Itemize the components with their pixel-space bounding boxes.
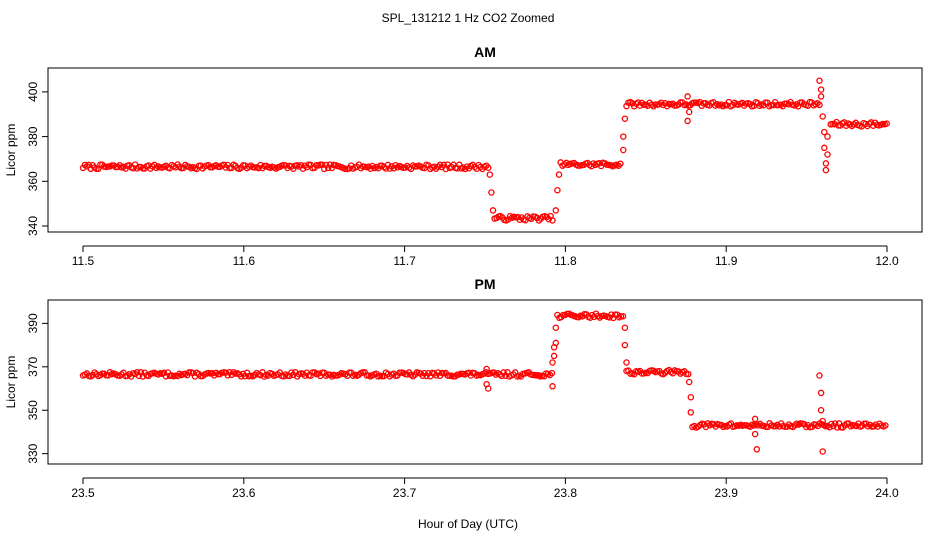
am-transition-point xyxy=(620,146,627,154)
pm-x-tick-label: 23.8 xyxy=(554,486,578,500)
pm-transition-point xyxy=(687,409,695,416)
am-transition-point xyxy=(821,144,828,152)
pm-data-point xyxy=(619,313,627,320)
pm-x-tick-label: 23.5 xyxy=(71,486,95,500)
am-plot-frame xyxy=(47,67,923,233)
am-transition-point xyxy=(822,166,830,174)
am-transition-point xyxy=(816,77,823,84)
pm-y-tick-label: 350 xyxy=(26,400,40,420)
am-y-tick-label: 400 xyxy=(26,82,40,102)
pm-y-tick-label: 390 xyxy=(26,313,40,333)
am-marks xyxy=(79,77,890,224)
pm-data-point xyxy=(685,370,692,378)
am-y-tick-label: 380 xyxy=(26,126,40,146)
pm-transition-point xyxy=(819,417,826,425)
pm-panel-title: PM xyxy=(475,276,496,292)
pm-panel: PM Licor ppm 23.5 23.6 23.7 23.8 23.9 24.0 330… xyxy=(4,276,923,500)
am-transition-point xyxy=(489,207,497,214)
pm-x-tick-label: 23.6 xyxy=(232,486,256,500)
pm-transition-point xyxy=(550,352,558,360)
am-transition-point xyxy=(555,171,563,178)
am-x-tick-label: 11.8 xyxy=(554,254,577,268)
pm-marks xyxy=(79,310,889,455)
am-data-point xyxy=(484,164,492,171)
pm-transition-point xyxy=(816,372,823,379)
am-data-point xyxy=(816,101,823,109)
am-transition-point xyxy=(552,207,560,214)
am-axes: 11.5 11.6 11.7 11.8 11.9 12.0 340 360 380 400 xyxy=(26,82,899,268)
am-transition-point xyxy=(488,189,495,196)
pm-transition-point xyxy=(483,365,490,373)
x-axis-title: Hour of Day (UTC) xyxy=(418,517,518,531)
am-x-tick-label: 11.5 xyxy=(72,254,95,268)
am-transition-point xyxy=(817,93,825,100)
am-x-tick-label: 12.0 xyxy=(875,254,899,268)
am-x-tick-label: 11.6 xyxy=(233,254,256,268)
am-transition-point xyxy=(554,186,561,194)
pm-transition-point xyxy=(552,339,560,347)
pm-transition-point xyxy=(819,448,826,455)
am-transition-point xyxy=(684,117,691,125)
am-transition-point xyxy=(821,128,828,136)
pm-data-point xyxy=(882,422,889,429)
pm-transition-point xyxy=(552,324,560,331)
pm-data-point xyxy=(185,369,193,376)
am-transition-point xyxy=(621,115,629,122)
pm-y-tick-label: 330 xyxy=(26,443,40,463)
pm-transition-point xyxy=(753,446,761,453)
pm-transition-point xyxy=(751,430,759,438)
am-transition-point xyxy=(817,86,825,93)
chart-main-title: SPL_131212 1 Hz CO2 Zoomed xyxy=(382,11,555,25)
am-transition-point xyxy=(824,151,831,158)
am-data-point xyxy=(108,162,116,169)
pm-transition-point xyxy=(817,406,825,414)
am-data-point xyxy=(652,101,659,108)
pm-transition-point xyxy=(685,378,693,386)
pm-transition-point xyxy=(817,389,825,397)
pm-data-point xyxy=(548,369,556,377)
pm-x-tick-label: 23.7 xyxy=(393,486,417,500)
pm-x-tick-label: 23.9 xyxy=(715,486,739,500)
pm-transition-point xyxy=(623,359,630,366)
pm-transition-point xyxy=(687,393,695,401)
am-panel: AM Licor ppm 11.5 11.6 11.7 11.8 11.9 12.0 340… xyxy=(4,44,923,268)
am-transition-point xyxy=(685,108,693,116)
pm-transition-point xyxy=(621,324,629,331)
am-data-point xyxy=(617,160,624,167)
pm-transition-point xyxy=(549,359,556,366)
pm-y-axis-title: Licor ppm xyxy=(4,356,18,409)
am-transition-point xyxy=(819,113,826,120)
pm-y-tick-label: 370 xyxy=(26,356,40,376)
am-y-axis-title: Licor ppm xyxy=(4,124,18,177)
pm-transition-point xyxy=(751,415,759,423)
am-panel-title: AM xyxy=(474,44,496,60)
am-x-tick-label: 11.7 xyxy=(393,254,416,268)
pm-transition-point xyxy=(549,383,556,390)
pm-axes: 23.5 23.6 23.7 23.8 23.9 24.0 330 350 370 390 xyxy=(26,313,899,500)
am-transition-point xyxy=(684,93,691,100)
pm-x-tick-label: 24.0 xyxy=(875,486,899,500)
am-y-tick-label: 360 xyxy=(26,171,40,191)
am-x-tick-label: 11.9 xyxy=(715,254,738,268)
am-data-point xyxy=(549,217,556,224)
pm-transition-point xyxy=(621,341,629,349)
am-transition-point xyxy=(822,160,830,167)
am-y-tick-label: 340 xyxy=(26,216,40,236)
am-transition-point xyxy=(824,133,831,140)
pm-plot-frame xyxy=(47,299,923,465)
am-transition-point xyxy=(620,133,627,140)
am-data-point xyxy=(574,162,582,169)
pm-transition-point xyxy=(484,385,492,392)
am-transition-point xyxy=(486,171,494,178)
am-data-point xyxy=(883,120,890,127)
